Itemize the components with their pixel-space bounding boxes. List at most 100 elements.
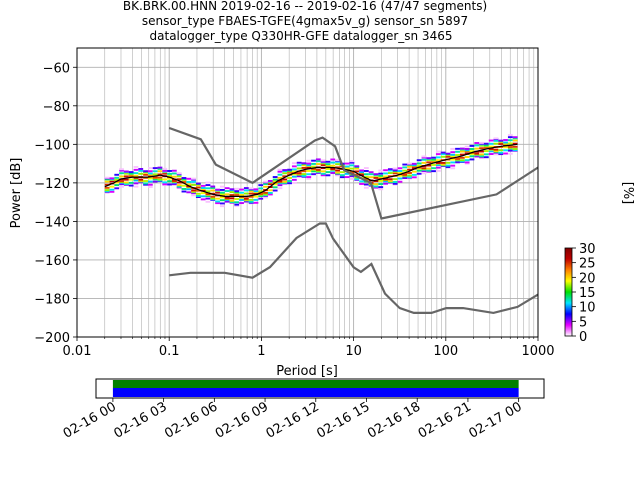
psd-cell	[200, 186, 206, 189]
psd-cell	[143, 173, 148, 176]
psd-cell	[234, 201, 240, 204]
psd-cell	[512, 148, 518, 150]
coverage-tick-label: 02-16 00	[61, 399, 119, 441]
psd-cell	[191, 189, 196, 192]
psd-cell	[191, 177, 196, 180]
y-tick-label: −180	[34, 292, 70, 307]
psd-cell	[349, 175, 355, 178]
psd-cell	[311, 173, 316, 176]
colorbar-tick-label: 15	[579, 286, 596, 301]
psd-cell	[311, 170, 316, 173]
psd-cell	[402, 177, 408, 180]
psd-cell	[243, 200, 249, 203]
colorbar-tick-label: 20	[579, 271, 596, 286]
psd-cell	[147, 186, 153, 188]
psd-cell	[373, 183, 379, 186]
psd-cell	[200, 198, 206, 201]
psd-cell	[407, 174, 412, 177]
psd-cell	[157, 178, 163, 181]
psd-cell	[416, 162, 422, 165]
psd-cell	[239, 196, 244, 199]
psd-cell	[315, 160, 321, 163]
psd-cell	[507, 147, 513, 150]
psd-cell	[507, 152, 513, 155]
psd-cell	[291, 181, 297, 184]
psd-cell	[296, 175, 302, 178]
psd-plot-area: 0.01 0.1 1 10 100 1000 −60 −80 −100 −120 −140 −160…	[34, 47, 555, 359]
psd-cell	[263, 185, 268, 188]
psd-cell	[363, 183, 369, 186]
y-tick-label: −160	[34, 254, 70, 269]
psd-cell	[224, 193, 230, 196]
psd-cell	[464, 147, 470, 150]
psd-cell	[195, 189, 201, 192]
psd-cell	[157, 170, 163, 173]
psd-cell	[181, 187, 187, 190]
psd-cell	[387, 172, 393, 174]
psd-cell	[306, 159, 312, 162]
psd-cell	[104, 180, 110, 183]
x-axis-label: Period [s]	[276, 364, 338, 379]
psd-cell	[301, 173, 307, 176]
psd-cell	[243, 187, 249, 190]
psd-cell	[330, 161, 336, 164]
psd-cell	[119, 183, 124, 186]
psd-cell	[320, 170, 326, 173]
psd-cell	[464, 145, 470, 148]
chart-title-line-2: sensor_type FBAES-TGFE(4gmax5v_g) sensor…	[142, 14, 468, 28]
psd-cell	[320, 174, 326, 177]
psd-cell	[503, 146, 508, 149]
psd-cell	[469, 144, 475, 147]
psd-cell	[349, 161, 355, 164]
psd-cell	[277, 180, 283, 183]
psd-cell	[402, 169, 408, 172]
psd-cell	[474, 152, 480, 155]
psd-cell	[176, 178, 182, 181]
psd-cell	[301, 162, 307, 165]
psd-cell	[330, 168, 336, 171]
psd-cell	[469, 158, 475, 161]
psd-cell	[239, 198, 244, 201]
psd-cell	[330, 158, 336, 161]
psd-cell	[186, 188, 192, 191]
psd-cell	[128, 172, 134, 175]
psd-cell	[416, 159, 422, 162]
psd-cell	[296, 161, 302, 164]
psd-cell	[445, 166, 451, 169]
psd-cell	[359, 182, 364, 185]
psd-cell	[306, 177, 312, 180]
psd-cell	[291, 165, 297, 168]
psd-cell	[229, 199, 235, 202]
psd-cell	[109, 190, 115, 193]
psd-cell	[363, 186, 369, 189]
psd-cell	[258, 190, 264, 193]
psd-cell	[272, 178, 278, 181]
psd-cell	[383, 172, 388, 175]
psd-cell	[431, 158, 436, 161]
psd-cell	[143, 180, 148, 183]
psd-cell	[445, 164, 451, 167]
psd-cell	[171, 183, 177, 186]
psd-cell	[320, 160, 326, 163]
psd-cell	[498, 143, 504, 145]
psd-cell	[143, 176, 148, 179]
y-tick-label: −100	[34, 138, 70, 153]
psd-cell	[195, 184, 201, 187]
psd-cell	[171, 169, 177, 172]
psd-cell	[411, 170, 417, 173]
psd-cell	[411, 176, 417, 179]
psd-cell	[378, 174, 384, 177]
psd-cell	[479, 153, 484, 156]
psd-cell	[157, 176, 163, 179]
psd-cell	[325, 164, 331, 167]
psd-cell	[363, 175, 369, 178]
psd-cell	[282, 175, 288, 178]
psd-cell	[354, 165, 360, 168]
psd-cell	[123, 172, 129, 175]
psd-cell	[186, 183, 192, 186]
x-tick-label: 0.1	[159, 344, 180, 359]
psd-cell	[109, 188, 115, 191]
psd-cell	[325, 168, 331, 171]
coverage-tick-label: 02-16 03	[112, 399, 170, 441]
psd-cell	[277, 187, 283, 190]
